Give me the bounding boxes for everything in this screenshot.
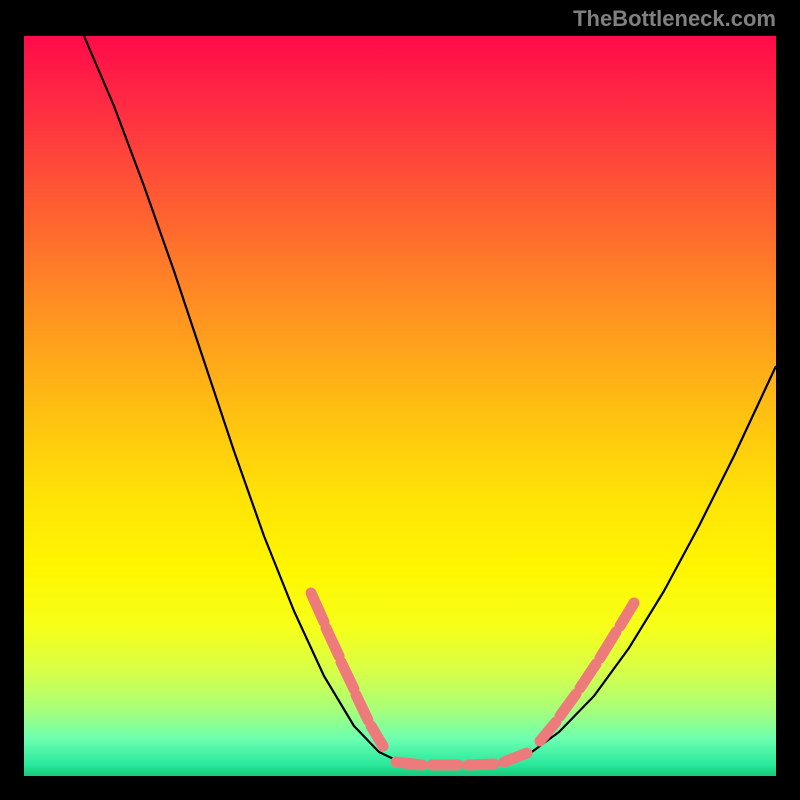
bottleneck-curve [84,36,776,764]
dash-segment [600,632,616,658]
dash-segment [326,628,339,656]
dash-segment [396,762,422,765]
dash-segment [371,726,383,746]
dash-segment [560,694,576,716]
attribution-text: TheBottleneck.com [573,6,776,32]
plot-area [24,36,776,776]
curve-layer [24,36,776,776]
dash-segment [620,603,634,626]
highlight-dashes [311,593,634,765]
dash-segment [468,764,494,765]
dash-segment [341,662,354,689]
dash-segment [311,593,324,622]
dash-segment [356,695,368,720]
dash-segment [504,753,527,762]
dash-segment [580,664,596,688]
dash-segment [540,722,556,741]
